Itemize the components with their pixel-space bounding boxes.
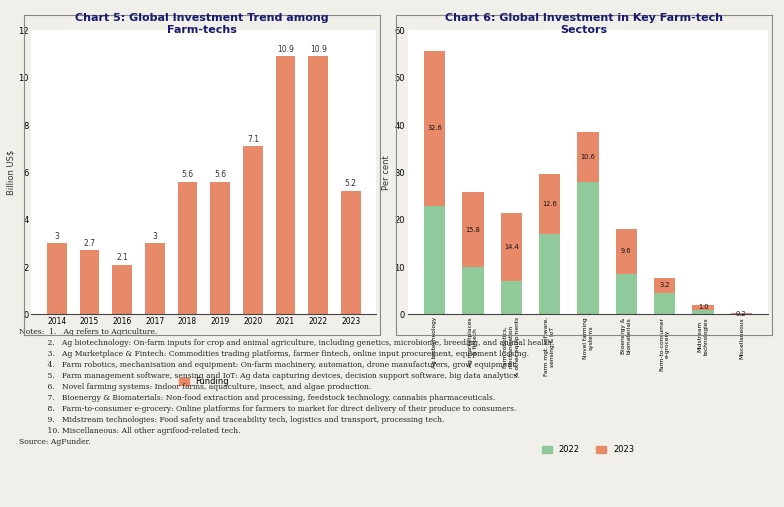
- Text: 10.6: 10.6: [581, 154, 595, 160]
- Text: 14.4: 14.4: [504, 244, 519, 250]
- Text: 12.6: 12.6: [543, 201, 557, 207]
- Text: Chart 5: Global Investment Trend among
Farm-techs: Chart 5: Global Investment Trend among F…: [75, 13, 329, 35]
- Text: 15.8: 15.8: [466, 227, 481, 233]
- Bar: [692, 310, 713, 314]
- Bar: [276, 56, 296, 314]
- Bar: [654, 293, 675, 314]
- Text: 32.6: 32.6: [427, 125, 442, 131]
- Bar: [501, 213, 522, 281]
- Bar: [308, 56, 328, 314]
- Bar: [47, 243, 67, 314]
- Bar: [539, 234, 561, 314]
- Bar: [112, 265, 132, 314]
- Text: 3.2: 3.2: [659, 282, 670, 288]
- Text: 3: 3: [152, 232, 158, 240]
- Bar: [539, 174, 561, 234]
- Bar: [654, 278, 675, 293]
- Text: 0.2: 0.2: [736, 311, 746, 317]
- Bar: [424, 205, 445, 314]
- Bar: [80, 250, 100, 314]
- Text: 2.7: 2.7: [84, 239, 96, 247]
- Bar: [615, 229, 637, 274]
- Bar: [731, 313, 752, 314]
- Bar: [178, 182, 198, 314]
- Y-axis label: Billion US$: Billion US$: [6, 150, 16, 195]
- Bar: [578, 182, 598, 314]
- Y-axis label: Per cent: Per cent: [383, 155, 391, 190]
- Text: Notes:  1.   Ag refers to Agriculture.
            2.   Ag biotechnology: On-far: Notes: 1. Ag refers to Agriculture. 2. A…: [20, 328, 555, 446]
- Bar: [463, 192, 484, 267]
- Bar: [341, 191, 361, 314]
- Text: 5.6: 5.6: [181, 170, 194, 179]
- Text: 10.9: 10.9: [277, 45, 294, 54]
- Text: 5.6: 5.6: [214, 170, 227, 179]
- Bar: [424, 51, 445, 205]
- Bar: [210, 182, 230, 314]
- Text: 2.1: 2.1: [116, 253, 128, 262]
- Text: 3: 3: [54, 232, 60, 240]
- Text: 7.1: 7.1: [247, 134, 259, 143]
- Bar: [243, 147, 263, 314]
- Text: 10.9: 10.9: [310, 45, 327, 54]
- Bar: [578, 132, 598, 182]
- Text: 9.6: 9.6: [621, 248, 632, 255]
- Text: 5.2: 5.2: [345, 179, 357, 189]
- Bar: [615, 274, 637, 314]
- Legend: Funding: Funding: [176, 374, 232, 390]
- Bar: [501, 281, 522, 314]
- Bar: [692, 305, 713, 310]
- Bar: [145, 243, 165, 314]
- Text: 1.0: 1.0: [698, 304, 708, 310]
- Bar: [463, 267, 484, 314]
- Text: Chart 6: Global Investment in Key Farm-tech
Sectors: Chart 6: Global Investment in Key Farm-t…: [445, 13, 723, 35]
- Legend: 2022, 2023: 2022, 2023: [539, 442, 637, 458]
